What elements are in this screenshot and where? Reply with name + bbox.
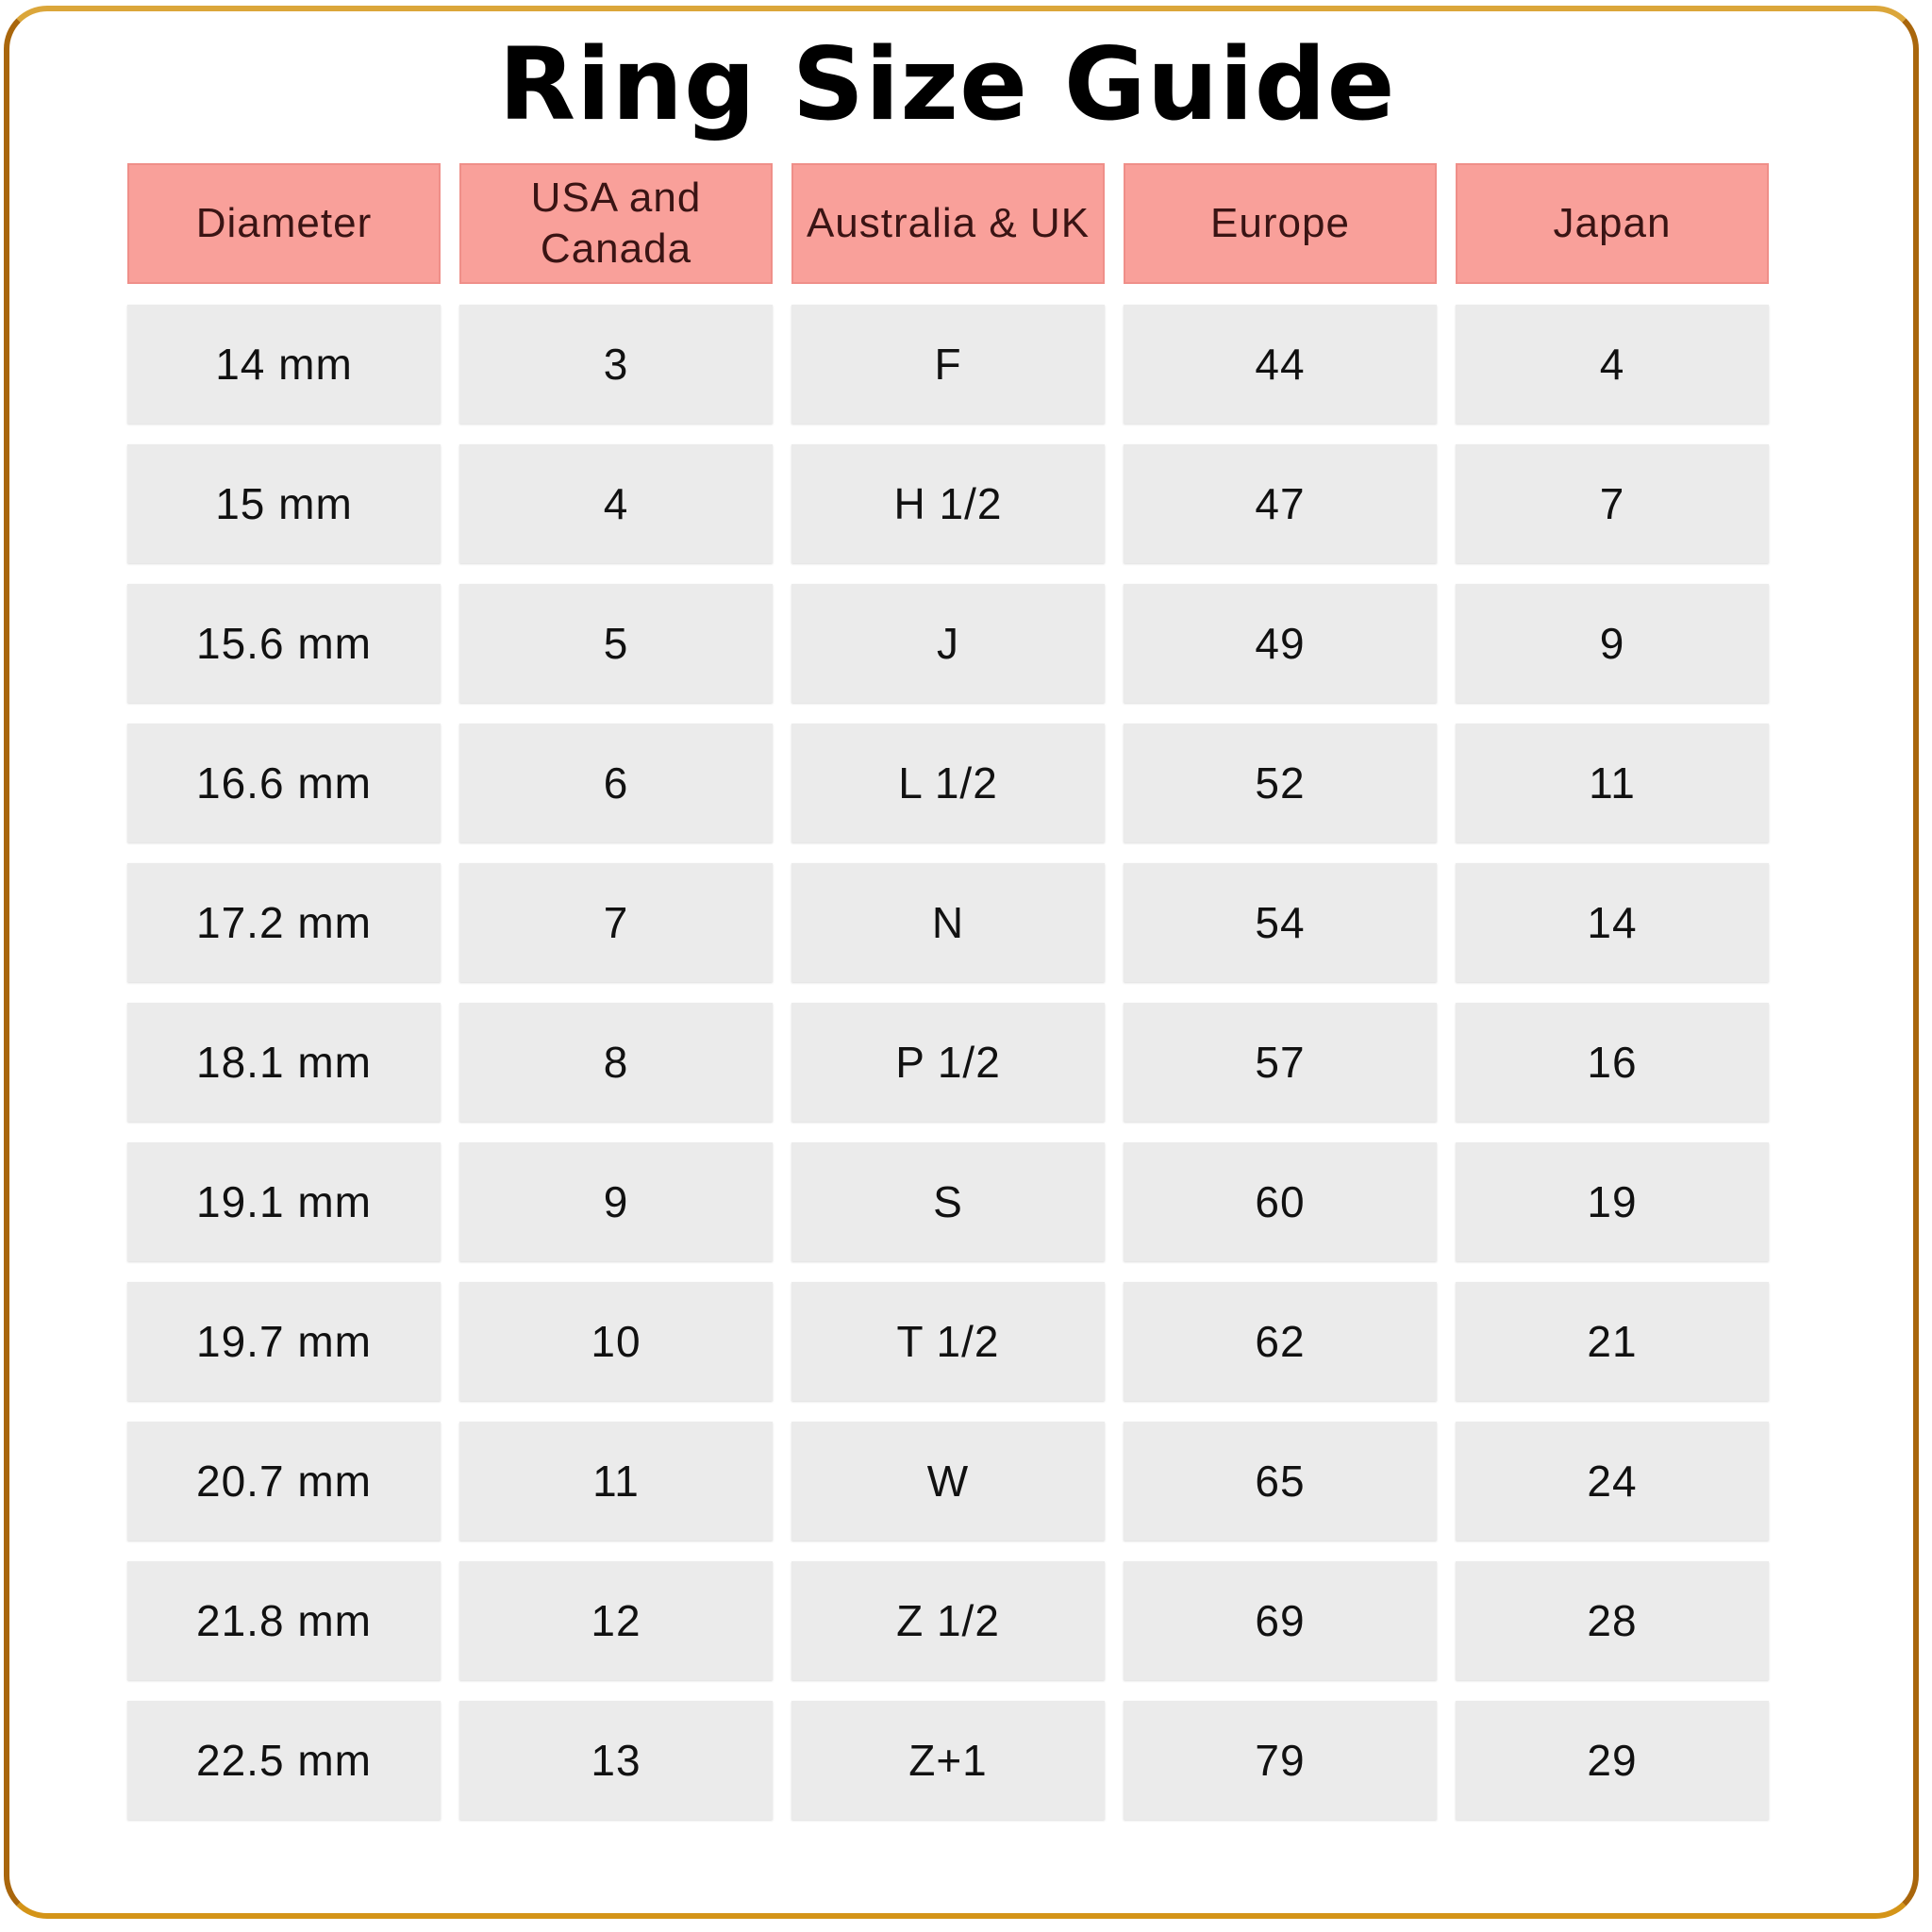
table-cell-europe: 44 xyxy=(1124,305,1437,424)
table-cell-europe: 52 xyxy=(1124,724,1437,842)
table-cell-europe: 79 xyxy=(1124,1701,1437,1820)
decorative-frame xyxy=(4,6,1919,1919)
table-cell-usa-and-canada: 11 xyxy=(459,1422,773,1541)
table-cell-australia-uk: L 1/2 xyxy=(791,724,1105,842)
table-cell-japan: 28 xyxy=(1456,1561,1769,1680)
table-cell-usa-and-canada: 12 xyxy=(459,1561,773,1680)
table-cell-diameter: 19.7 mm xyxy=(127,1282,441,1401)
column-header-usa-and-canada: USA and Canada xyxy=(459,163,773,284)
table-cell-australia-uk: Z+1 xyxy=(791,1701,1105,1820)
table-cell-europe: 65 xyxy=(1124,1422,1437,1541)
table-cell-europe: 49 xyxy=(1124,584,1437,703)
column-header-australia-uk: Australia & UK xyxy=(791,163,1105,284)
table-cell-usa-and-canada: 4 xyxy=(459,444,773,563)
table-cell-usa-and-canada: 3 xyxy=(459,305,773,424)
table-cell-usa-and-canada: 7 xyxy=(459,863,773,982)
table-cell-usa-and-canada: 8 xyxy=(459,1003,773,1122)
table-cell-diameter: 14 mm xyxy=(127,305,441,424)
table-cell-europe: 69 xyxy=(1124,1561,1437,1680)
table-cell-diameter: 16.6 mm xyxy=(127,724,441,842)
table-cell-australia-uk: T 1/2 xyxy=(791,1282,1105,1401)
column-header-diameter: Diameter xyxy=(127,163,441,284)
page-title: Ring Size Guide xyxy=(498,26,1396,142)
column-header-europe: Europe xyxy=(1124,163,1437,284)
table-cell-diameter: 21.8 mm xyxy=(127,1561,441,1680)
table-cell-diameter: 18.1 mm xyxy=(127,1003,441,1122)
column-header-japan: Japan xyxy=(1456,163,1769,284)
table-cell-japan: 4 xyxy=(1456,305,1769,424)
table-cell-diameter: 15.6 mm xyxy=(127,584,441,703)
table-cell-australia-uk: J xyxy=(791,584,1105,703)
table-cell-australia-uk: Z 1/2 xyxy=(791,1561,1105,1680)
table-cell-usa-and-canada: 6 xyxy=(459,724,773,842)
table-cell-usa-and-canada: 10 xyxy=(459,1282,773,1401)
table-cell-usa-and-canada: 5 xyxy=(459,584,773,703)
table-cell-europe: 60 xyxy=(1124,1142,1437,1261)
table-cell-diameter: 20.7 mm xyxy=(127,1422,441,1541)
table-cell-australia-uk: F xyxy=(791,305,1105,424)
table-cell-japan: 11 xyxy=(1456,724,1769,842)
table-cell-europe: 57 xyxy=(1124,1003,1437,1122)
table-cell-diameter: 22.5 mm xyxy=(127,1701,441,1820)
table-cell-australia-uk: N xyxy=(791,863,1105,982)
table-cell-usa-and-canada: 9 xyxy=(459,1142,773,1261)
table-cell-europe: 47 xyxy=(1124,444,1437,563)
table-cell-japan: 7 xyxy=(1456,444,1769,563)
table-cell-japan: 9 xyxy=(1456,584,1769,703)
table-cell-japan: 24 xyxy=(1456,1422,1769,1541)
table-cell-japan: 16 xyxy=(1456,1003,1769,1122)
ring-size-table: Diameter USA and Canada Australia & UK Euro… xyxy=(127,163,1769,1820)
table-cell-japan: 29 xyxy=(1456,1701,1769,1820)
table-cell-japan: 14 xyxy=(1456,863,1769,982)
table-cell-europe: 54 xyxy=(1124,863,1437,982)
table-cell-diameter: 15 mm xyxy=(127,444,441,563)
table-cell-japan: 21 xyxy=(1456,1282,1769,1401)
table-cell-australia-uk: P 1/2 xyxy=(791,1003,1105,1122)
table-cell-usa-and-canada: 13 xyxy=(459,1701,773,1820)
table-cell-australia-uk: H 1/2 xyxy=(791,444,1105,563)
table-cell-australia-uk: W xyxy=(791,1422,1105,1541)
table-cell-diameter: 17.2 mm xyxy=(127,863,441,982)
table-cell-europe: 62 xyxy=(1124,1282,1437,1401)
table-cell-australia-uk: S xyxy=(791,1142,1105,1261)
table-cell-japan: 19 xyxy=(1456,1142,1769,1261)
table-cell-diameter: 19.1 mm xyxy=(127,1142,441,1261)
